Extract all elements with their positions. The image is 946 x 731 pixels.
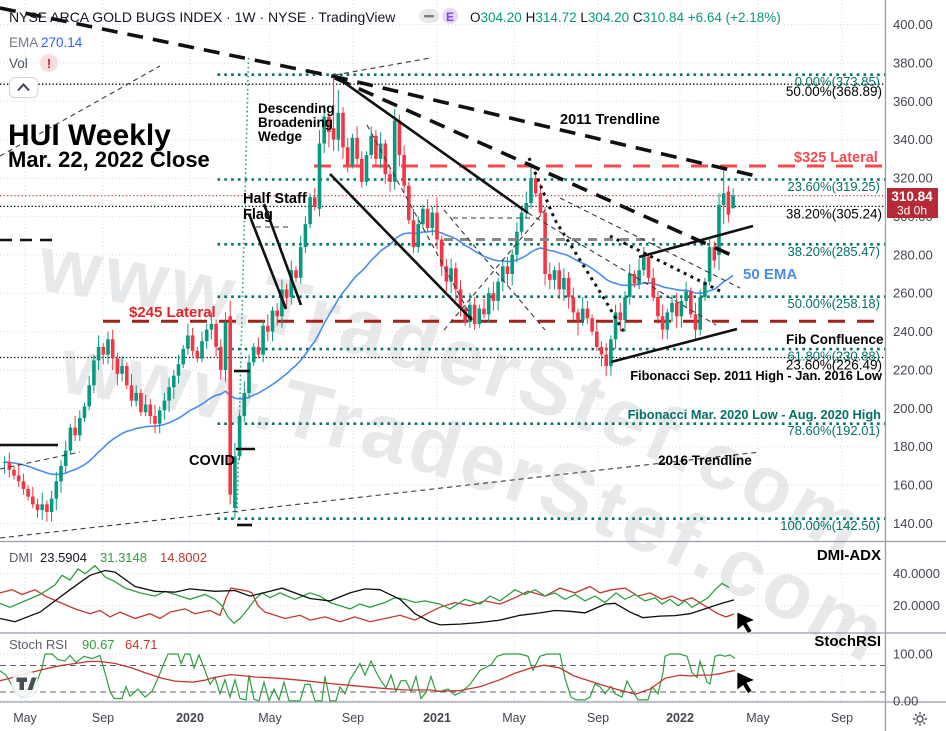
svg-text:DMI: DMI: [9, 550, 33, 565]
svg-text:May: May: [13, 711, 37, 725]
svg-text:50 EMA: 50 EMA: [743, 266, 797, 283]
svg-text:May: May: [258, 711, 282, 725]
svg-text:Fibonacci Mar. 2020 Low - Aug.: Fibonacci Mar. 2020 Low - Aug. 2020 High: [628, 407, 882, 422]
svg-text:280.00: 280.00: [893, 247, 933, 262]
svg-text:3d 0h: 3d 0h: [897, 204, 927, 218]
svg-text:Flag: Flag: [243, 207, 273, 223]
svg-text:Stoch RSI: Stoch RSI: [9, 637, 68, 652]
svg-text:38.20%(285.47): 38.20%(285.47): [787, 244, 880, 259]
svg-text:Broadening: Broadening: [258, 115, 333, 130]
svg-text:340.00: 340.00: [893, 132, 933, 147]
svg-text:!: !: [47, 56, 51, 71]
svg-text:HUI Weekly: HUI Weekly: [8, 119, 171, 152]
svg-text:Vol: Vol: [9, 56, 28, 71]
svg-text:2022: 2022: [666, 711, 694, 725]
svg-text:May: May: [502, 711, 526, 725]
svg-text:200.00: 200.00: [893, 401, 933, 416]
svg-text:100.00%(142.50): 100.00%(142.50): [780, 518, 880, 533]
svg-text:NYSE ARCA GOLD BUGS INDEX · 1W: NYSE ARCA GOLD BUGS INDEX · 1W · NYSE · …: [9, 9, 396, 25]
svg-text:2011 Trendline: 2011 Trendline: [560, 112, 660, 128]
svg-text:EMA: EMA: [9, 35, 38, 50]
svg-text:23.60%(226.49): 23.60%(226.49): [786, 358, 882, 373]
svg-text:61.80%(230.88): 61.80%(230.88): [787, 349, 880, 364]
svg-text:Half Staff: Half Staff: [243, 191, 307, 207]
svg-text:100.00: 100.00: [893, 647, 933, 662]
svg-text:160.00: 160.00: [893, 478, 933, 493]
svg-text:23.60%(319.25): 23.60%(319.25): [787, 179, 880, 194]
svg-text:$325 Lateral: $325 Lateral: [794, 150, 878, 166]
svg-text:Descending: Descending: [258, 101, 335, 116]
svg-text:50.00%(258.18): 50.00%(258.18): [787, 296, 880, 311]
svg-text:50.00%(368.89): 50.00%(368.89): [786, 84, 882, 99]
svg-text:380.00: 380.00: [893, 55, 933, 70]
svg-text:$245 Lateral: $245 Lateral: [129, 304, 216, 321]
svg-text:180.00: 180.00: [893, 439, 933, 454]
svg-text:14.8002: 14.8002: [160, 550, 207, 565]
svg-text:DMI-ADX: DMI-ADX: [817, 547, 881, 564]
svg-text:O304.20 H314.72 L304.20 C310.8: O304.20 H314.72 L304.20 C310.84 +6.64 (+…: [470, 10, 781, 25]
svg-text:Fib Confluence: Fib Confluence: [786, 332, 884, 347]
svg-text:Sep: Sep: [831, 711, 853, 725]
svg-text:Mar. 22, 2022 Close: Mar. 22, 2022 Close: [8, 147, 210, 172]
svg-text:2016 Trendline: 2016 Trendline: [658, 453, 752, 468]
svg-text:Sep: Sep: [92, 711, 114, 725]
svg-text:20.0000: 20.0000: [893, 598, 940, 613]
svg-text:38.20%(305.24): 38.20%(305.24): [786, 206, 882, 221]
svg-text:2021: 2021: [423, 711, 451, 725]
svg-text:64.71: 64.71: [125, 637, 158, 652]
svg-text:220.00: 220.00: [893, 363, 933, 378]
svg-text:COVID: COVID: [189, 453, 235, 469]
svg-text:90.67: 90.67: [82, 637, 115, 652]
svg-text:260.00: 260.00: [893, 286, 933, 301]
svg-text:240.00: 240.00: [893, 324, 933, 339]
svg-text:40.0000: 40.0000: [893, 566, 940, 581]
svg-text:270.14: 270.14: [41, 35, 83, 50]
svg-text:78.60%(192.01): 78.60%(192.01): [787, 423, 880, 438]
svg-text:2020: 2020: [176, 711, 204, 725]
svg-text:400.00: 400.00: [893, 17, 933, 32]
svg-text:140.00: 140.00: [893, 516, 933, 531]
svg-text:23.5904: 23.5904: [40, 550, 87, 565]
svg-text:0.00: 0.00: [893, 693, 918, 708]
svg-text:Sep: Sep: [342, 711, 364, 725]
svg-text:Fibonacci Sep. 2011 High - Jan: Fibonacci Sep. 2011 High - Jan. 2016 Low: [630, 368, 882, 383]
svg-text:320.00: 320.00: [893, 171, 933, 186]
svg-text:31.3148: 31.3148: [100, 550, 147, 565]
svg-text:E: E: [446, 10, 454, 24]
svg-text:360.00: 360.00: [893, 94, 933, 109]
svg-text:Wedge: Wedge: [258, 129, 302, 144]
svg-text:310.84: 310.84: [891, 189, 933, 204]
svg-text:May: May: [746, 711, 770, 725]
svg-text:Sep: Sep: [587, 711, 609, 725]
svg-text:StochRSI: StochRSI: [814, 633, 881, 650]
svg-text:0.00%(373.85): 0.00%(373.85): [795, 74, 880, 89]
